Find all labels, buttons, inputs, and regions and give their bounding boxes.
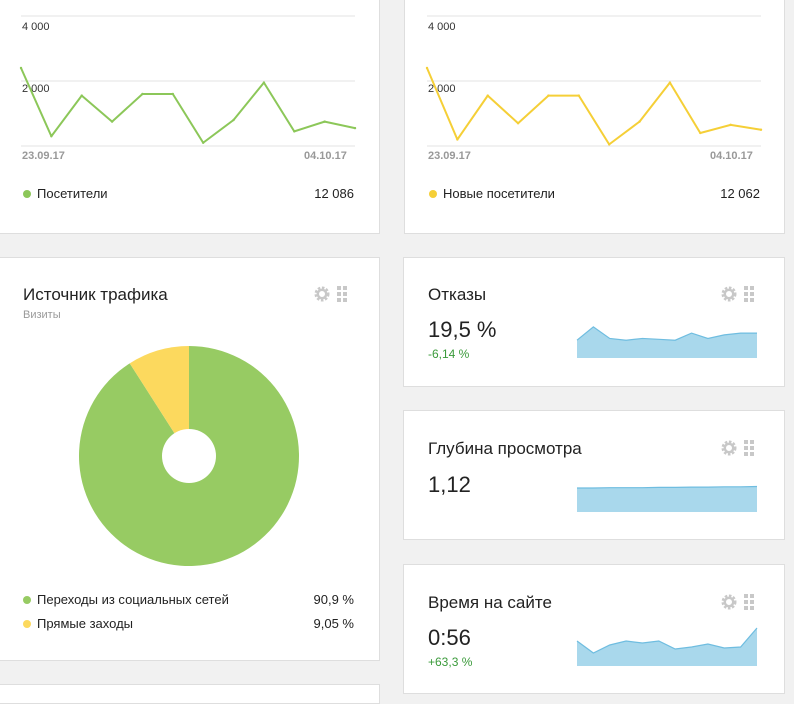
next-card-edge [0,684,380,704]
depth-card: Глубина просмотра 1,12 [403,410,785,540]
new-visitors-card: 4 000 2 000 23.09.17 04.10.17 Новые посе… [404,0,785,234]
metric-value: 0:56 [428,625,471,650]
data-point [353,126,357,130]
series-line [426,67,762,146]
y-tick-4000: 4 000 [428,21,456,33]
card-title: Источник трафика [23,285,168,304]
new-visitors-line-chart [425,15,763,147]
legend-value-direct: 9,05 % [313,616,354,631]
legend-value-social: 90,9 % [313,592,354,607]
data-point [141,92,144,96]
card-controls [720,593,756,611]
data-point [50,135,53,138]
data-point [607,143,611,146]
drag-handle-icon[interactable] [744,594,754,610]
metric-delta: +63,3 % [428,655,473,669]
data-point [232,118,235,122]
gear-icon[interactable] [720,439,738,457]
visitors-legend-dot [23,190,31,198]
data-point [80,94,83,97]
legend-label-direct: Прямые заходы [37,616,134,631]
card-title: Отказы [428,285,487,304]
card-title: Глубина просмотра [428,439,582,458]
metric-value: 19,5 % [428,317,497,342]
drag-handle-icon[interactable] [744,440,754,456]
series-line [20,67,356,144]
legend-label-social: Переходы из социальных сетей [37,592,229,607]
sparkline-line [576,326,757,341]
date-end: 04.10.17 [710,150,753,162]
sparkline-line [576,627,758,654]
visitors-legend-value: 12 086 [314,186,354,201]
drag-handle-icon[interactable] [744,286,754,302]
data-point [293,130,296,133]
data-point [323,120,326,123]
drag-handle-icon[interactable] [337,286,347,302]
data-point [262,81,266,84]
donut-hole [162,429,216,483]
data-point [638,120,641,123]
data-point [577,94,581,97]
gear-icon[interactable] [720,593,738,611]
data-point [547,94,550,97]
date-end: 04.10.17 [304,150,347,162]
metric-value: 1,12 [428,472,471,497]
traffic-pie-chart [78,346,299,566]
card-controls [720,285,756,303]
visitors-card: 4 000 2 000 23.09.17 04.10.17 Посетители… [0,0,380,234]
gear-icon[interactable] [720,285,738,303]
sparkline-area [577,326,757,358]
date-start: 23.09.17 [22,150,65,162]
data-point [425,66,429,70]
data-point [759,128,763,131]
data-point [171,92,175,96]
data-point [201,141,205,144]
new-visitors-legend-label: Новые посетители [443,186,555,201]
y-tick-4000: 4 000 [22,21,50,33]
new-visitors-legend-dot [429,190,437,198]
card-controls [313,285,349,303]
visitors-legend-label: Посетители [37,186,108,201]
card-title: Время на сайте [428,593,552,612]
pie-slice [129,346,189,456]
data-point [19,66,23,70]
depth-sparkline [577,485,758,512]
time-card: Время на сайте 0:56 +63,3 % [403,564,785,694]
bounce-sparkline [576,326,757,358]
card-subtitle: Визиты [23,309,61,321]
date-start: 23.09.17 [428,150,471,162]
sparkline-area [577,486,757,512]
data-point [486,94,489,97]
visitors-line-chart [19,15,357,147]
traffic-source-card: Источник трафика Визиты Переходы из соци… [0,257,380,661]
data-point [456,138,459,141]
data-point [699,131,702,135]
bounce-card: Отказы 19,5 % -6,14 % [403,257,785,387]
sparkline-area [577,628,757,666]
data-point [668,81,672,84]
data-point [729,123,732,127]
data-point [110,120,114,123]
gear-icon[interactable] [313,285,331,303]
metric-delta: -6,14 % [428,347,470,361]
legend-dot-direct [23,620,31,628]
time-sparkline [576,627,758,666]
card-controls [720,439,756,457]
legend-dot-social [23,596,31,604]
new-visitors-legend-value: 12 062 [720,186,760,201]
sparkline-line [577,485,758,489]
data-point [516,122,520,125]
